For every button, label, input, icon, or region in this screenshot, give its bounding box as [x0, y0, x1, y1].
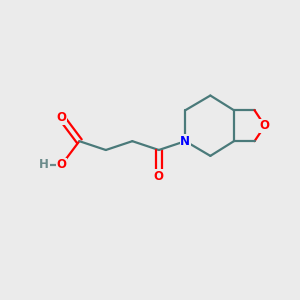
- Text: N: N: [180, 135, 190, 148]
- Text: O: O: [154, 170, 164, 183]
- Text: O: O: [57, 111, 67, 124]
- Text: O: O: [57, 158, 67, 171]
- Text: O: O: [260, 119, 270, 132]
- Text: H: H: [39, 158, 49, 171]
